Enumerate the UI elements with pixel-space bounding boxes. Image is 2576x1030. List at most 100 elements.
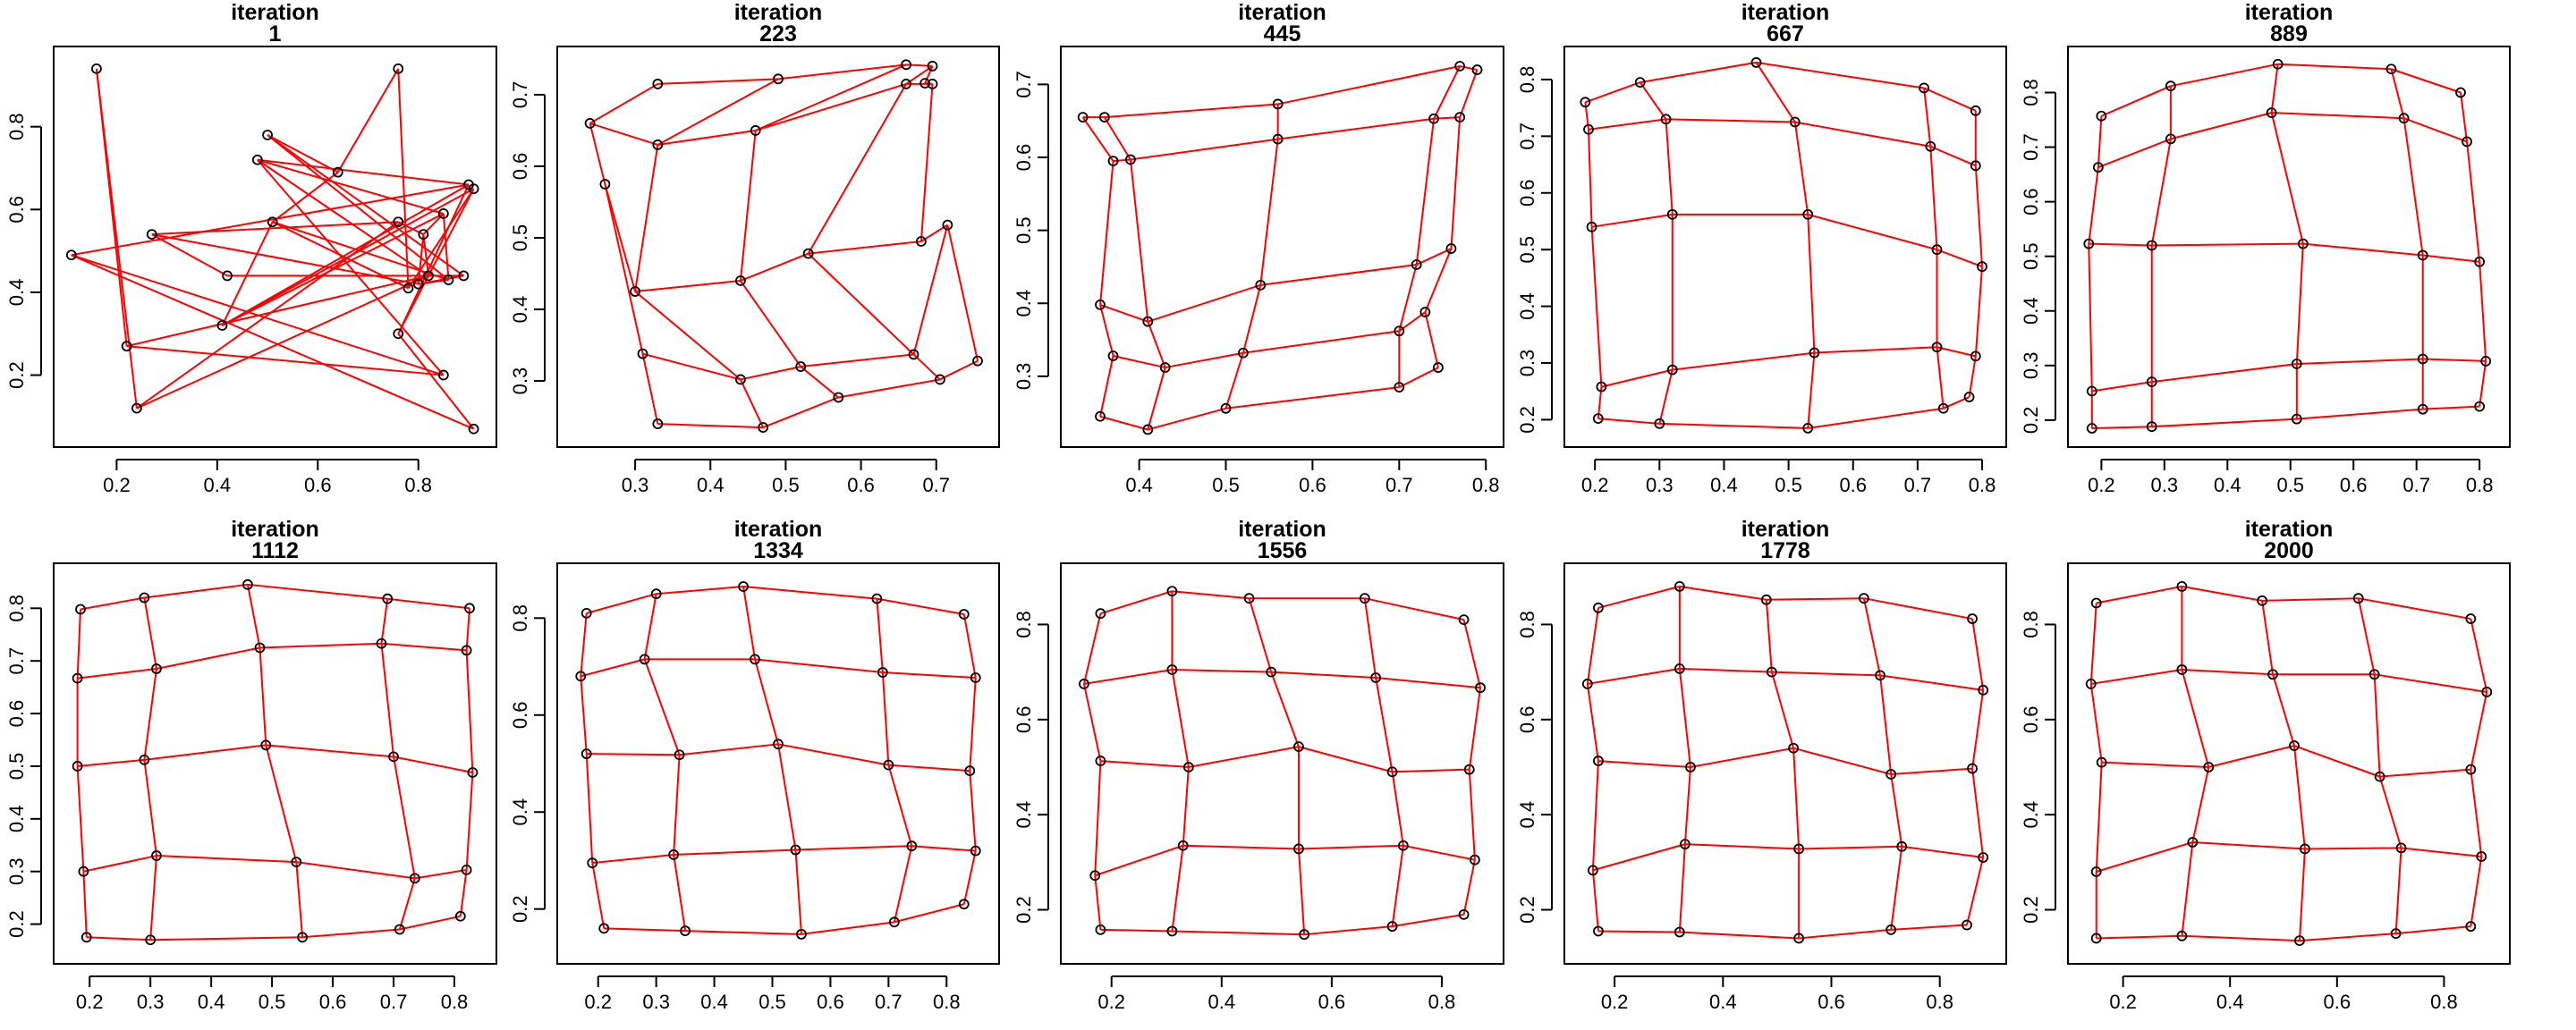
grid-node bbox=[409, 873, 420, 884]
grid-edge bbox=[1771, 671, 1881, 677]
grid-edge bbox=[257, 158, 445, 215]
grid-edge bbox=[144, 583, 249, 599]
grid-edge bbox=[2401, 847, 2482, 857]
grid-edge bbox=[398, 878, 416, 930]
y-tick-label: 0.6 bbox=[1013, 144, 1035, 172]
panel-iteration-number: 1556 bbox=[1258, 538, 1308, 563]
grid-node bbox=[2297, 238, 2309, 249]
grid-node bbox=[1967, 763, 1978, 774]
grid-edge bbox=[1099, 355, 1114, 417]
grid-node bbox=[72, 761, 83, 772]
grid-node bbox=[1095, 924, 1106, 935]
grid-nodes bbox=[575, 581, 981, 940]
grid-node bbox=[2267, 669, 2278, 680]
plot-frame bbox=[556, 562, 1000, 965]
grid-edge bbox=[673, 854, 687, 932]
grid-node bbox=[1454, 112, 1466, 123]
grid-edge bbox=[1416, 248, 1452, 266]
grid-node bbox=[1789, 116, 1801, 128]
y-tick-label: 0.6 bbox=[1516, 179, 1538, 207]
grid-node bbox=[773, 73, 784, 85]
grid-node bbox=[1937, 402, 1949, 414]
grid-node bbox=[1095, 299, 1106, 310]
grid-edge bbox=[807, 252, 915, 356]
panel-iteration-number: 1 bbox=[269, 21, 282, 46]
y-tick-label: 0.4 bbox=[509, 798, 531, 826]
grid-node bbox=[1428, 113, 1439, 124]
grid-node bbox=[1370, 672, 1382, 683]
grid-edge bbox=[2470, 691, 2488, 770]
y-tick-label: 0.5 bbox=[1013, 216, 1035, 244]
grid-node bbox=[151, 850, 162, 861]
grid-edge bbox=[1665, 119, 1674, 215]
grid-node bbox=[1674, 663, 1685, 674]
grid-node bbox=[877, 667, 888, 678]
grid-edge bbox=[1766, 597, 1864, 601]
grid-edge bbox=[459, 869, 468, 916]
grid-node bbox=[1674, 580, 1685, 592]
grid-edge bbox=[1807, 213, 1937, 251]
x-tick-label: 0.5 bbox=[2276, 474, 2304, 496]
grid-node bbox=[1243, 593, 1255, 604]
grid-edge bbox=[592, 853, 674, 865]
grid-node bbox=[216, 320, 228, 331]
grid-node bbox=[1177, 840, 1189, 851]
grid-edge bbox=[2170, 63, 2278, 88]
y-tick-label: 0.2 bbox=[1013, 896, 1035, 924]
grid-edge bbox=[634, 291, 741, 381]
grid-node bbox=[1359, 593, 1370, 604]
x-tick-label: 0.5 bbox=[1212, 474, 1240, 496]
panel-title: iteration bbox=[1741, 0, 1830, 25]
grid-edge bbox=[2422, 405, 2480, 410]
grid-node bbox=[942, 219, 953, 231]
panel-iteration-number: 445 bbox=[1264, 21, 1301, 46]
x-tick-label: 0.6 bbox=[2324, 991, 2351, 1013]
grid-node bbox=[2455, 87, 2466, 98]
grid-edge bbox=[1679, 667, 1772, 673]
grid-edge bbox=[266, 744, 394, 758]
x-tick-label: 0.8 bbox=[1472, 474, 1500, 496]
y-tick-label: 0.8 bbox=[1516, 66, 1538, 94]
grid-node bbox=[1963, 392, 1975, 402]
grid-edge bbox=[397, 68, 410, 289]
x-tick-label: 0.5 bbox=[772, 474, 800, 496]
grid-edge bbox=[2270, 63, 2279, 114]
grid-node bbox=[580, 607, 592, 619]
grid-edge bbox=[808, 241, 922, 255]
y-tick-label: 0.8 bbox=[5, 595, 28, 622]
grid-edge bbox=[777, 63, 907, 80]
panel-iteration-number: 1778 bbox=[1760, 538, 1810, 563]
grid-edge bbox=[755, 82, 907, 131]
grid-edge bbox=[1248, 597, 1273, 672]
grid-edge bbox=[126, 274, 429, 348]
grid-node bbox=[1925, 140, 1936, 152]
grid-edge bbox=[2298, 848, 2306, 941]
grid-edge bbox=[1971, 689, 1985, 769]
panel-title: iteration bbox=[2245, 517, 2334, 542]
grid-edge bbox=[2270, 112, 2304, 244]
grid-edge bbox=[151, 221, 399, 236]
grid-node bbox=[2085, 679, 2097, 689]
grid-node bbox=[2417, 403, 2428, 415]
grid-node bbox=[297, 932, 308, 943]
grid-edges bbox=[1081, 65, 1479, 431]
grid-edge bbox=[76, 609, 81, 679]
grid-edge bbox=[1398, 367, 1439, 389]
grid-node bbox=[901, 79, 911, 89]
grid-node bbox=[1634, 77, 1646, 89]
y-tick-label: 0.6 bbox=[5, 196, 28, 224]
grid-edge bbox=[1271, 671, 1377, 680]
grid-edge bbox=[387, 597, 470, 610]
grid-node bbox=[1458, 908, 1470, 920]
grid-node bbox=[796, 928, 807, 940]
grid-node bbox=[1125, 154, 1136, 165]
grid-node bbox=[254, 642, 266, 654]
grid-node bbox=[2176, 580, 2188, 592]
x-tick-label: 0.2 bbox=[103, 474, 131, 496]
grid-edge bbox=[2096, 934, 2182, 940]
grid-edge bbox=[800, 366, 839, 399]
grid-edge bbox=[1879, 674, 1984, 691]
grid-node bbox=[773, 739, 784, 750]
y-tick-label: 0.3 bbox=[509, 367, 531, 395]
